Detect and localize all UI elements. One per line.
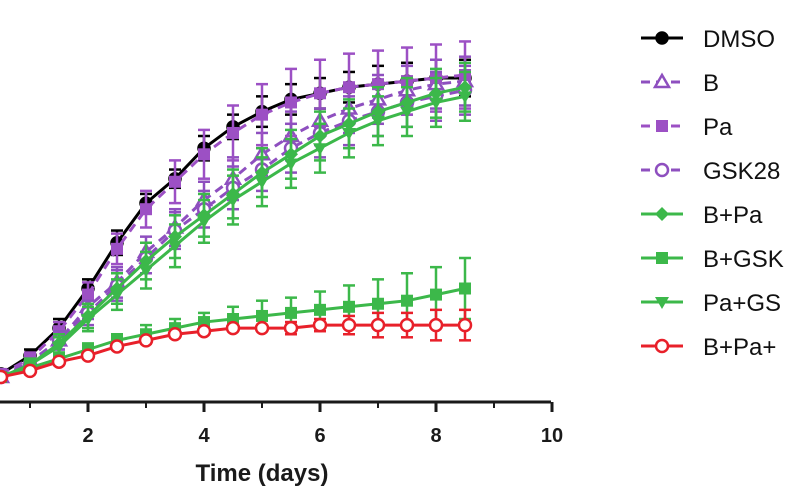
- data-point: [80, 348, 96, 363]
- x-tick-label: 6: [314, 425, 325, 447]
- data-point: [168, 240, 182, 253]
- data-point: [51, 354, 67, 369]
- data-point: [111, 242, 123, 255]
- series-B+GSK: [0, 256, 471, 383]
- data-point: [342, 127, 356, 140]
- legend-item: B+Pa: [641, 202, 763, 229]
- legend-marker: [654, 162, 670, 178]
- legend-marker: [656, 252, 668, 264]
- data-point: [284, 158, 298, 171]
- data-point: [196, 323, 212, 339]
- data-point: [226, 195, 240, 208]
- legend-label: Pa: [703, 114, 733, 141]
- data-point: [138, 333, 154, 348]
- legend-marker: [655, 31, 669, 45]
- data-point: [372, 297, 384, 310]
- legend-label: B: [703, 70, 719, 97]
- data-point: [225, 320, 241, 336]
- legend-item: Pa+GS: [641, 290, 781, 317]
- x-tick-label: 10: [541, 425, 563, 447]
- data-point: [313, 143, 327, 156]
- data-point: [256, 108, 268, 121]
- legend-marker: [652, 72, 672, 89]
- legend-marker: [655, 297, 669, 309]
- data-point: [285, 96, 297, 109]
- legend-marker: [655, 207, 669, 221]
- data-point: [314, 87, 326, 100]
- data-point: [227, 126, 239, 139]
- legend: DMSO B Pa GSK28 B+Pa B+GSK Pa+GS B+Pa+: [641, 26, 784, 361]
- x-axis-title: Time (days): [196, 460, 329, 487]
- legend-item: Pa: [641, 114, 733, 141]
- data-point: [401, 294, 413, 307]
- data-point: [458, 91, 472, 104]
- data-point: [255, 176, 269, 189]
- data-point: [139, 265, 153, 278]
- data-point: [169, 175, 181, 188]
- data-point: [167, 327, 183, 342]
- series-B+Pa+: [0, 308, 473, 385]
- data-point: [400, 106, 414, 119]
- data-point: [343, 300, 355, 313]
- legend-label: B+Pa: [703, 202, 763, 229]
- legend-item: GSK28: [641, 158, 780, 185]
- data-point: [399, 317, 415, 333]
- legend-marker: [654, 338, 670, 354]
- data-point: [457, 317, 473, 333]
- legend-item: B+Pa+: [641, 334, 776, 361]
- legend-item: DMSO: [641, 26, 775, 53]
- legend-label: B+GSK: [703, 246, 784, 273]
- data-point: [371, 115, 385, 128]
- x-tick-label: 4: [198, 425, 210, 447]
- data-point: [341, 317, 357, 333]
- data-point: [22, 363, 38, 379]
- data-point: [343, 81, 355, 94]
- legend-item: B+GSK: [641, 246, 784, 273]
- data-point: [0, 369, 9, 385]
- data-point: [256, 309, 268, 322]
- data-point: [430, 288, 442, 301]
- data-point: [314, 303, 326, 316]
- legend-label: GSK28: [703, 158, 780, 185]
- x-axis: 2 4 6 8 10: [0, 400, 563, 447]
- data-point: [285, 306, 297, 319]
- data-point: [429, 97, 443, 110]
- x-tick-label: 2: [82, 425, 93, 447]
- data-point: [140, 203, 152, 216]
- x-tick-label: 8: [430, 425, 441, 447]
- legend-item: B: [641, 70, 719, 97]
- legend-marker: [656, 120, 668, 132]
- data-point: [197, 216, 211, 229]
- data-point: [254, 320, 270, 336]
- data-point: [312, 317, 328, 333]
- data-point: [82, 288, 94, 301]
- legend-label: B+Pa+: [703, 334, 776, 361]
- legend-label: DMSO: [703, 26, 775, 53]
- data-point: [81, 314, 95, 326]
- data-point: [110, 289, 124, 302]
- data-point: [52, 341, 66, 354]
- series-Pa+GS: [0, 70, 472, 384]
- data-point: [459, 282, 471, 295]
- data-point: [283, 320, 299, 336]
- series-layer: [0, 40, 475, 385]
- data-point: [109, 339, 125, 354]
- data-point: [370, 317, 386, 333]
- legend-label: Pa+GS: [703, 290, 781, 317]
- data-point: [198, 148, 210, 161]
- data-point: [428, 317, 444, 333]
